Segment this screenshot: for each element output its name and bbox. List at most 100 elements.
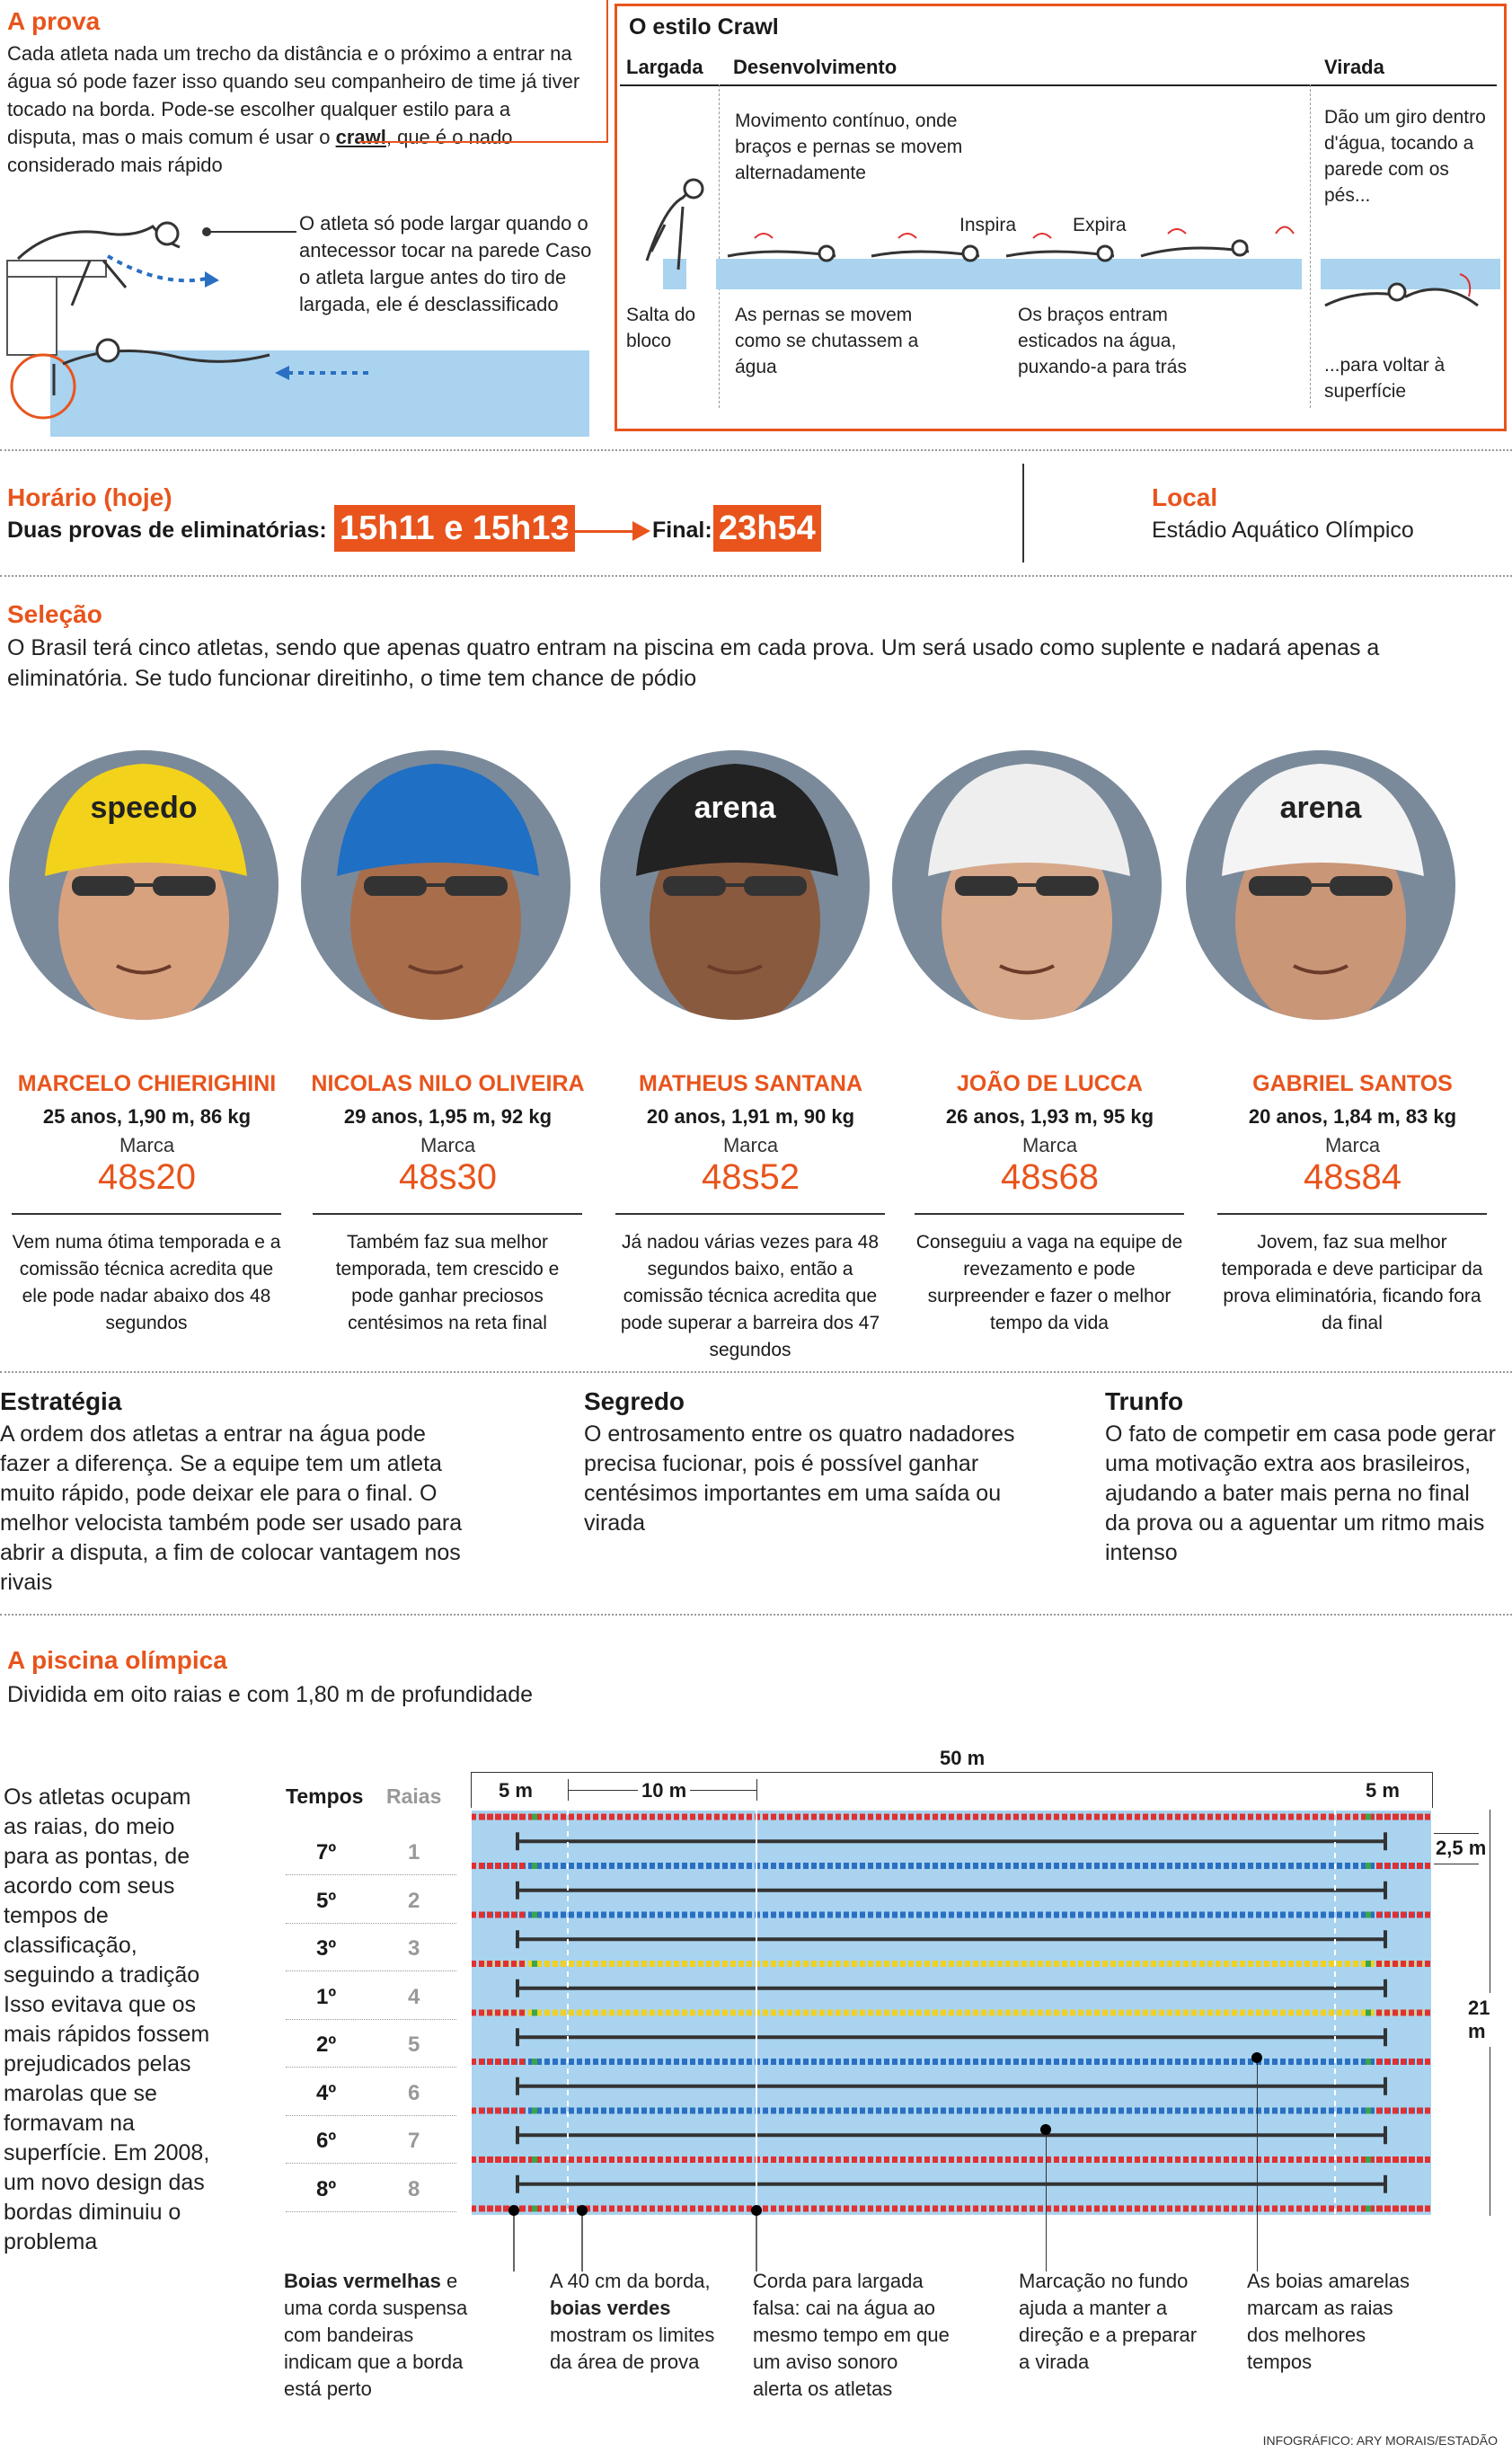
lane-raia: 3 bbox=[408, 1936, 420, 1961]
diving-swimmer-illustration bbox=[6, 221, 368, 420]
prova-connector bbox=[359, 141, 608, 143]
lane-row bbox=[286, 2118, 456, 2164]
piscina-title: A piscina olímpica bbox=[7, 1646, 227, 1674]
lane-row bbox=[286, 2070, 456, 2116]
credit: INFOGRÁFICO: ARY MORAIS/ESTADÃO bbox=[1262, 2433, 1498, 2448]
crawl-divider-2 bbox=[1310, 84, 1311, 408]
athlete-stats: 20 anos, 1,84 m, 83 kg bbox=[1248, 1105, 1457, 1128]
athlete-desc: Jovem, faz sua melhor temporada e deve p… bbox=[1221, 1232, 1483, 1333]
crawl-water bbox=[716, 259, 1302, 289]
crawl-voltar: ...para voltar à superfície bbox=[1324, 355, 1446, 402]
athlete-time: 48s30 bbox=[399, 1157, 497, 1197]
selecao-title: Seleção bbox=[7, 600, 102, 628]
horario-title: Horário (hoje) bbox=[7, 483, 172, 511]
dim-50-right-tick bbox=[1432, 1772, 1433, 1808]
athlete-marca-label: Marca bbox=[1324, 1134, 1381, 1156]
note2-a: A 40 cm da borda, bbox=[550, 2270, 711, 2292]
athlete-time: 48s68 bbox=[1001, 1157, 1099, 1197]
note-corda-largada: Corda para largada falsa: cai na água ao… bbox=[753, 2270, 950, 2400]
segredo-text: O entrosamento entre os quatro nadadores… bbox=[584, 1421, 1015, 1536]
note1-text: e uma corda suspensa com bandeiras indic… bbox=[284, 2270, 468, 2400]
crawl-expira: Expira bbox=[1073, 215, 1127, 235]
prova-text-b: , que é o nado considerado mais rápido bbox=[7, 126, 513, 176]
trunfo-text: O fato de competir em casa pode gerar um… bbox=[1105, 1421, 1496, 1565]
crawl-pernas: As pernas se movem como se chutassem a á… bbox=[735, 305, 919, 377]
trunfo-title: Trunfo bbox=[1105, 1387, 1184, 1415]
pool-water-illustration bbox=[50, 350, 589, 437]
divider-3 bbox=[0, 1371, 1512, 1373]
pointer-amarelas bbox=[1257, 2058, 1258, 2271]
estrategia-title: Estratégia bbox=[0, 1387, 122, 1415]
athlete-name: JOÃO DE LUCCA bbox=[957, 1071, 1143, 1096]
lane-tempo: 8º bbox=[316, 2176, 337, 2201]
lane-tempo: 6º bbox=[316, 2129, 337, 2153]
note-boias-verdes: A 40 cm da borda, boias verdes mostram o… bbox=[550, 2268, 729, 2376]
pointer-amarelas-dot bbox=[1251, 2052, 1262, 2063]
crawl-divider-1 bbox=[719, 84, 720, 408]
crawl-title: O estilo Crawl bbox=[629, 14, 779, 40]
horario-label: Duas provas de eliminatórias: bbox=[7, 518, 327, 543]
athlete-separator bbox=[615, 1213, 885, 1215]
prova-text-a: Cada atleta nada um trecho da distância … bbox=[7, 42, 580, 148]
lane-raia: 1 bbox=[408, 1840, 420, 1864]
prova-caption: O atleta só pode largar quando o anteces… bbox=[299, 212, 592, 315]
athlete-desc: Vem numa ótima temporada e a comissão té… bbox=[12, 1232, 281, 1333]
athlete-marca-label: Marca bbox=[1021, 1134, 1078, 1156]
dim-50: 50 m bbox=[934, 1747, 991, 1770]
athlete-separator bbox=[1217, 1213, 1487, 1215]
crawl-col-desenvolvimento: Desenvolvimento bbox=[733, 56, 897, 78]
svg-text:speedo: speedo bbox=[90, 791, 197, 825]
crawl-bracos: Os braços entram esticados na água, puxa… bbox=[1018, 305, 1187, 377]
horario-final-label: Final: bbox=[652, 518, 712, 543]
athlete-stats: 25 anos, 1,90 m, 86 kg bbox=[42, 1105, 252, 1128]
athlete-photo: arena bbox=[1186, 750, 1455, 1020]
crawl-col-largada: Largada bbox=[626, 56, 703, 78]
crawl-box bbox=[615, 4, 1507, 431]
crawl-giro: Dão um giro dentro d'água, tocando a par… bbox=[1324, 107, 1486, 206]
lane-row bbox=[286, 2022, 456, 2068]
lane-row bbox=[286, 1878, 456, 1924]
dim-50-left-tick bbox=[471, 1772, 472, 1808]
athlete-photo: speedo bbox=[9, 750, 279, 1020]
piscina-side-text: Os atletas ocupam as raias, do meio para… bbox=[4, 1784, 210, 2254]
athlete-time: 48s20 bbox=[98, 1157, 196, 1197]
virada-swimmer-illustration bbox=[1324, 273, 1479, 307]
athlete-time: 48s84 bbox=[1304, 1157, 1401, 1197]
prova-text: Cada atleta nada um trecho da distância … bbox=[7, 40, 582, 179]
horario-final-time: 23h54 bbox=[713, 505, 821, 552]
athlete-photo bbox=[892, 750, 1162, 1020]
pointer-marcacao bbox=[1046, 2130, 1047, 2271]
crawl-salta: Salta do bloco bbox=[626, 305, 696, 351]
dim-50-line bbox=[471, 1772, 1432, 1773]
athlete-stats: 20 anos, 1,91 m, 90 kg bbox=[646, 1105, 855, 1128]
athlete-separator bbox=[12, 1213, 281, 1215]
athlete-name: MATHEUS SANTANA bbox=[638, 1071, 863, 1096]
dim-5b: 5 m bbox=[1366, 1779, 1400, 1802]
athlete-photo: arena bbox=[600, 750, 870, 1020]
local-title: Local bbox=[1152, 483, 1218, 511]
crawl-swimmers-illustration bbox=[645, 178, 1295, 270]
note1-bold: Boias vermelhas bbox=[284, 2270, 441, 2292]
horario-times: 15h11 e 15h13 bbox=[334, 505, 575, 552]
piscina-subtitle: Dividida em oito raias e com 1,80 m de p… bbox=[7, 1682, 534, 1707]
divider-4 bbox=[0, 1614, 1512, 1616]
lane-raia: 4 bbox=[408, 1984, 420, 2009]
crawl-header-rule bbox=[620, 84, 1497, 86]
athlete-marca-label: Marca bbox=[722, 1134, 779, 1156]
lane-tempo: 2º bbox=[316, 2032, 337, 2057]
athlete-photo bbox=[301, 750, 570, 1020]
athlete-name: MARCELO CHIERIGHINI bbox=[17, 1071, 277, 1096]
dim-21: 21 m bbox=[1466, 1993, 1512, 2047]
lane-tempo: 4º bbox=[316, 2080, 337, 2105]
athlete-marca-label: Marca bbox=[420, 1134, 476, 1156]
horario-divider bbox=[1022, 464, 1024, 562]
dim-25-top bbox=[1434, 1833, 1479, 1834]
lane-tempo: 3º bbox=[316, 1936, 337, 1961]
svg-text:arena: arena bbox=[1280, 791, 1363, 825]
lane-raia: 2 bbox=[408, 1888, 420, 1913]
segredo-title: Segredo bbox=[584, 1387, 685, 1415]
lane-row bbox=[286, 1926, 456, 1971]
crawl-movimento: Movimento contínuo, onde braços e pernas… bbox=[735, 111, 963, 183]
athlete-name: NICOLAS NILO OLIVEIRA bbox=[311, 1071, 585, 1096]
estrategia-text: A ordem dos atletas a entrar na água pod… bbox=[0, 1421, 463, 1595]
